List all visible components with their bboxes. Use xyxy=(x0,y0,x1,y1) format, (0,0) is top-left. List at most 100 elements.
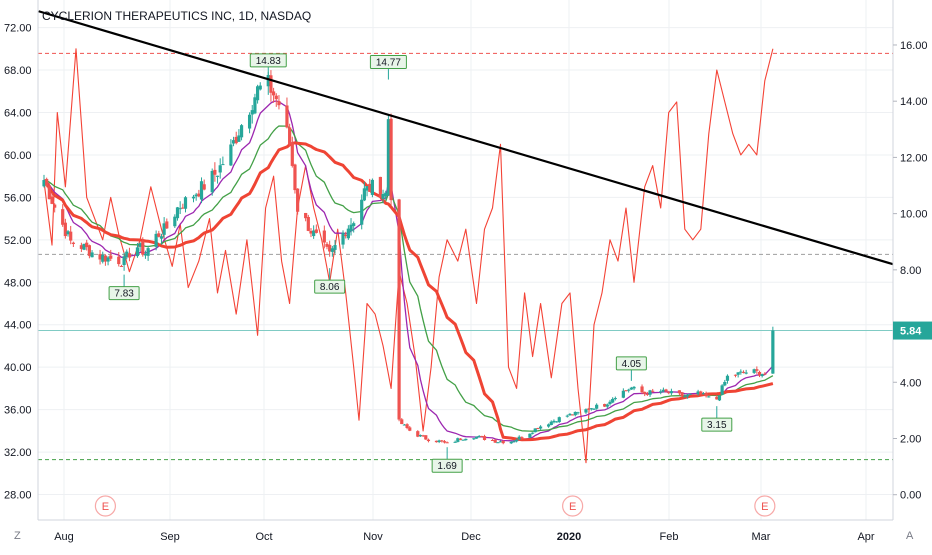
candle-body xyxy=(760,374,764,377)
candle-body xyxy=(434,440,439,443)
earnings-marker[interactable] xyxy=(562,495,584,517)
earnings-marker[interactable] xyxy=(94,495,117,517)
candle-body xyxy=(197,193,201,197)
trendline[interactable] xyxy=(38,10,894,266)
candle-body xyxy=(741,371,746,373)
candle-body xyxy=(752,369,756,373)
candle-body xyxy=(461,439,465,441)
time-axis-label: 2020 xyxy=(557,531,581,543)
candle-body xyxy=(178,208,182,210)
candle-body xyxy=(258,85,262,90)
candle-body xyxy=(603,404,607,407)
time-axis-label: Feb xyxy=(660,531,679,543)
time-axis-label: Oct xyxy=(255,531,272,543)
candle-body xyxy=(218,165,222,173)
candle-body xyxy=(234,136,238,144)
candle-body xyxy=(565,415,569,417)
earnings-marker-label: E xyxy=(569,501,576,513)
candle-body xyxy=(613,398,617,400)
trendline-layer[interactable] xyxy=(38,10,894,266)
candle-body xyxy=(576,412,580,414)
candle-body xyxy=(98,254,102,260)
candle-body xyxy=(520,437,524,439)
candle-body xyxy=(250,110,254,115)
right-axis-tick-label: 14.00 xyxy=(900,96,928,108)
candle-body xyxy=(154,233,158,247)
candle-body xyxy=(592,408,596,410)
price-label-text: 14.83 xyxy=(256,56,281,67)
candle-body xyxy=(555,421,559,423)
candle-body xyxy=(109,255,113,259)
candle-body xyxy=(587,408,591,410)
candle-body xyxy=(771,330,775,374)
candle-body xyxy=(744,372,748,374)
candle-body xyxy=(370,179,374,195)
candle-body xyxy=(181,207,185,209)
candle-body xyxy=(82,243,86,250)
candle-body xyxy=(213,169,217,175)
candle-body xyxy=(255,86,260,101)
candle-body xyxy=(328,244,332,252)
candle-body xyxy=(627,389,631,391)
time-axis-label: Apr xyxy=(857,531,874,543)
candle-body xyxy=(135,247,140,257)
candle-body xyxy=(397,199,401,420)
candle-body xyxy=(493,439,497,443)
candle-body xyxy=(418,435,423,437)
price-label-text: 14.77 xyxy=(376,58,401,69)
candle-body xyxy=(456,438,460,442)
candle-body xyxy=(733,374,738,376)
candle-body xyxy=(183,197,188,209)
candle-body xyxy=(514,439,519,442)
time-axis-ticks[interactable]: Aug Sep Oct Nov Dec 2020 Feb Mar Apr xyxy=(54,531,875,543)
candle-body xyxy=(688,393,692,395)
candle-body xyxy=(341,232,345,245)
candle-body xyxy=(266,74,270,87)
left-axis-tick-label: 48.00 xyxy=(4,277,32,289)
right-axis-tick-label: 12.00 xyxy=(900,152,928,164)
candle-body xyxy=(501,441,505,444)
candle-body xyxy=(330,248,334,252)
candle-body xyxy=(725,375,730,381)
candle-body xyxy=(648,390,652,395)
candle-body xyxy=(71,242,75,244)
candle-body xyxy=(571,414,575,416)
candle-body xyxy=(696,391,700,395)
candle-body xyxy=(621,390,625,398)
left-axis-ticks[interactable]: 72.00 68.00 64.00 60.00 56.00 52.00 48.00 44.00… xyxy=(4,23,32,502)
right-axis-tick-label: 4.00 xyxy=(900,377,921,389)
candle-body xyxy=(405,424,409,428)
candle-body xyxy=(221,164,225,166)
candle-body xyxy=(381,193,385,199)
price-label-text: 1.69 xyxy=(437,461,457,472)
candle-body xyxy=(517,436,521,440)
candle-body xyxy=(285,105,289,128)
candle-body xyxy=(557,417,561,423)
candle-body xyxy=(421,435,425,437)
candle-body xyxy=(103,255,108,262)
auto-scale-button[interactable]: A xyxy=(906,530,914,542)
candle-body xyxy=(119,265,124,267)
candle-body xyxy=(90,252,94,258)
candle-body xyxy=(199,181,204,200)
candle-body xyxy=(408,427,412,431)
candle-body xyxy=(117,256,121,265)
candle-body xyxy=(165,221,169,229)
candle-body xyxy=(496,442,500,444)
candle-body xyxy=(365,186,369,191)
candle-body xyxy=(50,196,54,204)
candle-body xyxy=(472,438,476,440)
earnings-marker[interactable] xyxy=(754,495,776,517)
zoom-toggle-button[interactable]: Z xyxy=(14,530,21,542)
price-label-box xyxy=(108,286,140,301)
left-axis-tick-label: 56.00 xyxy=(4,192,32,204)
candle-body xyxy=(296,188,300,212)
candle-body xyxy=(538,426,543,429)
candle-body xyxy=(53,204,57,208)
candle-body xyxy=(87,245,91,256)
candle-body xyxy=(352,223,356,227)
